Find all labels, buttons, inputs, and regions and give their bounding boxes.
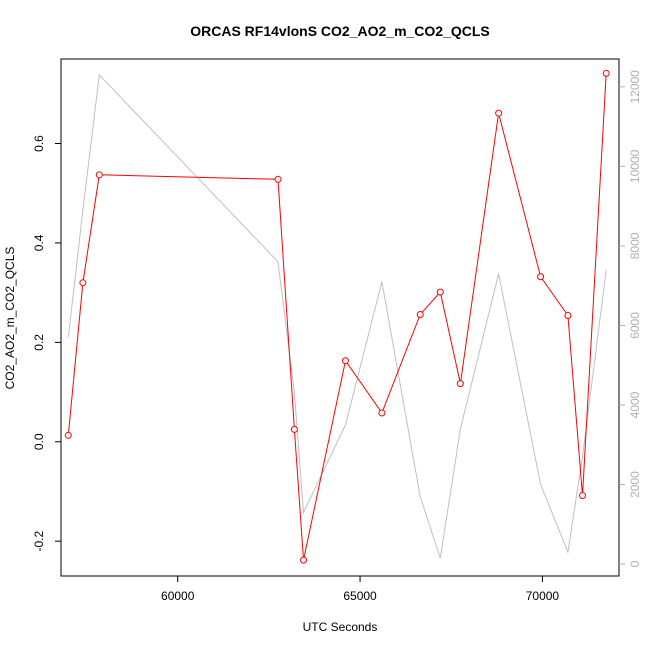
y-tick-label: 0.6 (32, 135, 46, 152)
data-point (290, 425, 298, 433)
y2-tick-label: 2000 (628, 471, 642, 498)
x-tick-label: 70000 (526, 589, 560, 603)
y-tick-label: 0.0 (32, 433, 46, 450)
y-axis-label: CO2_AO2_m_CO2_QCLS (3, 247, 17, 390)
chart-title: ORCAS RF14vlonS CO2_AO2_m_CO2_QCLS (190, 23, 490, 39)
data-point (341, 357, 349, 365)
y2-tick-label: 0 (628, 560, 642, 567)
data-point (64, 431, 72, 439)
data-point (416, 311, 424, 319)
y2-tick-label: 12000 (628, 70, 642, 104)
data-point (436, 288, 444, 296)
data-point (495, 109, 503, 117)
y2-tick-label: 6000 (628, 312, 642, 339)
y-tick-label: 0.4 (32, 234, 46, 251)
data-point (300, 556, 308, 564)
data-point (456, 380, 464, 388)
x-axis: 60000 65000 70000 (161, 576, 559, 603)
y-tick-label: -0.2 (32, 531, 46, 552)
x-tick-label: 65000 (343, 589, 377, 603)
y2-tick-label: 4000 (628, 391, 642, 418)
plot-layer (64, 69, 610, 564)
y2-tick-label: 10000 (628, 149, 642, 183)
data-point (537, 273, 545, 281)
data-point (579, 491, 587, 499)
data-point (95, 171, 103, 179)
data-point (602, 69, 610, 77)
plot-frame (60, 58, 620, 577)
data-point (79, 279, 87, 287)
x-tick-label: 60000 (161, 589, 195, 603)
y-axis-right: 0 2000 4000 6000 8000 10000 12000 (619, 70, 642, 567)
series-line-right-axis (67, 73, 607, 559)
y2-tick-label: 8000 (628, 232, 642, 259)
data-point (564, 312, 572, 320)
y-axis-left: -0.2 0.0 0.2 0.4 0.6 (32, 135, 61, 552)
data-point (274, 175, 282, 183)
series-line-left-axis (67, 73, 607, 561)
y-tick-label: 0.2 (32, 334, 46, 351)
x-axis-label: UTC Seconds (303, 620, 378, 634)
data-point (378, 409, 386, 417)
